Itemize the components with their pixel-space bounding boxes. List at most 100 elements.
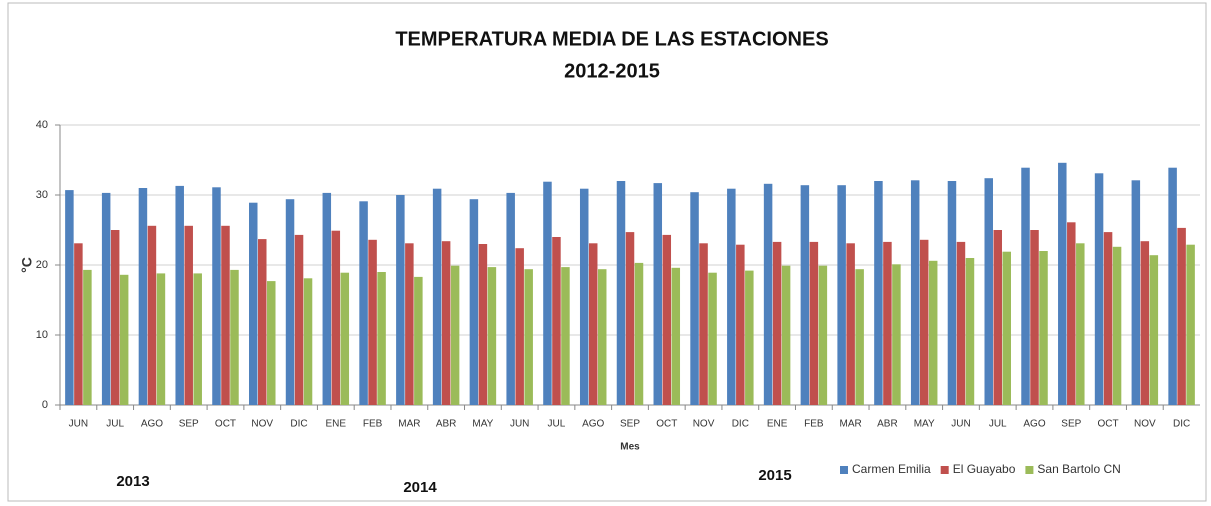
x-tick-label: SEP bbox=[179, 419, 199, 430]
y-tick-label: 0 bbox=[42, 399, 48, 411]
bar bbox=[809, 241, 819, 405]
bar bbox=[147, 225, 157, 405]
x-tick-label: OCT bbox=[1098, 419, 1119, 430]
x-tick-label: JUN bbox=[510, 419, 529, 430]
legend-swatch bbox=[840, 466, 848, 474]
annotation: 2015 bbox=[758, 467, 791, 484]
bar bbox=[543, 181, 552, 405]
bar bbox=[193, 273, 202, 405]
y-tick-label: 30 bbox=[36, 189, 48, 201]
x-tick-label: JUL bbox=[106, 419, 124, 430]
bar bbox=[478, 244, 488, 405]
bar bbox=[855, 269, 864, 405]
x-tick-label: DIC bbox=[290, 419, 307, 430]
bar bbox=[708, 272, 717, 405]
bar bbox=[947, 181, 957, 405]
bar bbox=[1131, 180, 1141, 405]
bar bbox=[110, 230, 120, 405]
bar bbox=[625, 232, 635, 405]
chart-title: TEMPERATURA MEDIA DE LAS ESTACIONES bbox=[395, 28, 828, 50]
legend-label: Carmen Emilia bbox=[852, 462, 931, 476]
bar bbox=[83, 269, 92, 405]
x-tick-label: JUN bbox=[69, 419, 88, 430]
bar bbox=[340, 272, 350, 405]
bar bbox=[212, 187, 221, 405]
bar bbox=[1149, 255, 1159, 405]
x-tick-label: NOV bbox=[1134, 419, 1156, 430]
bar bbox=[294, 234, 304, 405]
bar bbox=[736, 244, 745, 405]
y-axis-label: °C bbox=[19, 257, 35, 273]
bar bbox=[745, 270, 754, 405]
bar bbox=[1177, 227, 1186, 405]
x-tick-label: DIC bbox=[1173, 419, 1190, 430]
bar bbox=[772, 241, 782, 405]
chart-subtitle: 2012-2015 bbox=[564, 60, 660, 82]
bar bbox=[846, 243, 855, 405]
bar bbox=[405, 243, 414, 405]
bar bbox=[956, 241, 966, 405]
bar bbox=[101, 192, 111, 405]
bar bbox=[1168, 167, 1177, 405]
bar bbox=[65, 190, 74, 405]
bar bbox=[221, 225, 230, 405]
x-tick-label: ENE bbox=[767, 419, 788, 430]
x-tick-label: AGO bbox=[1023, 419, 1045, 430]
bar bbox=[1058, 162, 1067, 405]
bar bbox=[690, 192, 699, 405]
x-tick-label: DIC bbox=[732, 419, 749, 430]
y-tick-label: 20 bbox=[36, 259, 48, 271]
x-tick-label: NOV bbox=[693, 419, 715, 430]
bar bbox=[258, 239, 267, 405]
bar bbox=[175, 185, 184, 405]
bar bbox=[322, 192, 332, 405]
bar bbox=[616, 181, 626, 405]
bar bbox=[699, 243, 708, 405]
bar bbox=[919, 239, 929, 405]
bar bbox=[1039, 251, 1048, 405]
x-tick-label: AGO bbox=[582, 419, 604, 430]
x-tick-label: ABR bbox=[436, 419, 457, 430]
legend-swatch bbox=[940, 466, 949, 474]
bar bbox=[184, 225, 193, 405]
x-tick-label: OCT bbox=[656, 419, 677, 430]
bar bbox=[874, 181, 883, 405]
x-tick-label: ENE bbox=[326, 419, 347, 430]
bar bbox=[1002, 251, 1011, 405]
bar bbox=[1094, 173, 1104, 405]
x-tick-label: FEB bbox=[804, 419, 824, 430]
bar bbox=[368, 239, 377, 405]
x-axis-label: Mes bbox=[620, 442, 640, 453]
bar bbox=[1076, 243, 1085, 405]
bar bbox=[524, 269, 533, 405]
y-tick-label: 10 bbox=[36, 329, 48, 341]
bar bbox=[561, 267, 570, 405]
bar bbox=[883, 241, 892, 405]
bar bbox=[249, 202, 258, 405]
bar bbox=[727, 188, 736, 405]
x-tick-label: JUL bbox=[548, 419, 566, 430]
x-tick-label: JUN bbox=[951, 419, 970, 430]
x-tick-label: OCT bbox=[215, 419, 236, 430]
bar bbox=[469, 199, 479, 405]
bar bbox=[450, 265, 460, 405]
bar bbox=[597, 269, 607, 405]
bar bbox=[331, 230, 341, 405]
x-tick-label: MAR bbox=[840, 419, 862, 430]
x-tick-label: SEP bbox=[620, 419, 640, 430]
annotation: 2014 bbox=[403, 479, 437, 496]
x-tick-label: MAY bbox=[914, 419, 935, 430]
x-tick-label: MAY bbox=[472, 419, 493, 430]
bar bbox=[634, 262, 644, 405]
bar bbox=[441, 241, 451, 405]
bar bbox=[928, 260, 938, 405]
x-tick-label: NOV bbox=[251, 419, 273, 430]
bar bbox=[303, 278, 313, 405]
bar bbox=[818, 265, 828, 405]
bar bbox=[1140, 241, 1150, 405]
bar bbox=[781, 265, 791, 405]
bar bbox=[1103, 232, 1113, 405]
bar bbox=[910, 180, 920, 405]
bar bbox=[800, 185, 810, 405]
bar bbox=[377, 272, 386, 405]
